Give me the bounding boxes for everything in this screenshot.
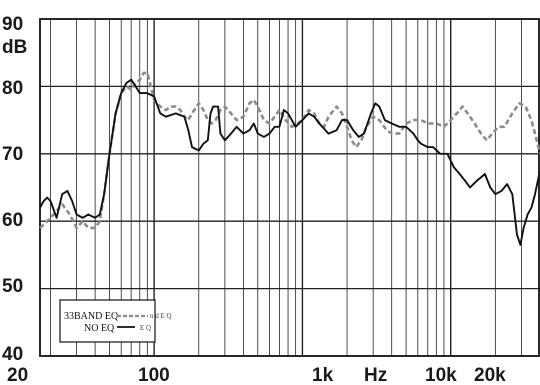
legend-trail-eq: n d E Q bbox=[150, 312, 172, 320]
x-tick-label-100: 100 bbox=[138, 365, 170, 385]
y-tick-label-70: 70 bbox=[2, 144, 23, 165]
x-tick-label-20: 20 bbox=[7, 365, 28, 385]
y-tick-label-90: 90 bbox=[2, 14, 23, 35]
x-tick-label-10k: 10k bbox=[425, 365, 457, 385]
series-line-33band-eq bbox=[40, 73, 540, 228]
x-axis-tick-labels: 20 100 1k Hz 10k 20k bbox=[7, 365, 506, 385]
series-line-no-eq bbox=[40, 80, 540, 245]
y-axis-tick-labels: 90 dB 80 70 60 50 40 bbox=[2, 14, 27, 365]
data-series bbox=[40, 73, 540, 245]
y-tick-label-40: 40 bbox=[2, 344, 23, 365]
legend-trail-no-eq: E Q bbox=[140, 324, 151, 332]
y-axis-unit-label: dB bbox=[2, 37, 27, 58]
x-axis-unit-label: Hz bbox=[364, 365, 387, 385]
y-tick-label-80: 80 bbox=[2, 78, 23, 99]
legend-label-eq: 33BAND EQ bbox=[64, 311, 119, 322]
x-tick-label-20k: 20k bbox=[474, 365, 506, 385]
y-tick-label-50: 50 bbox=[2, 276, 23, 297]
x-tick-label-1k: 1k bbox=[312, 365, 334, 385]
y-tick-label-60: 60 bbox=[2, 210, 23, 231]
legend: 33BAND EQ n d E Q NO EQ E Q bbox=[60, 300, 172, 342]
legend-label-no-eq: NO EQ bbox=[84, 323, 115, 334]
